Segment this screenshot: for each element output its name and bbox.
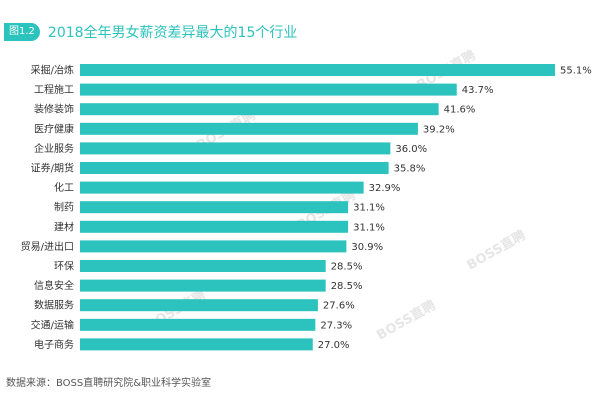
category-label: 制药 [54,201,74,214]
value-label: 31.1% [353,203,385,214]
bar [80,260,326,272]
chart-title: 2018全年男女薪资差异最大的15个行业 [47,25,298,41]
bar [80,220,349,233]
bar [80,103,439,116]
bar [80,338,313,351]
value-label: 39.2% [423,124,455,135]
watermark: BOSS直聘 [374,297,438,343]
bar-layer [80,64,555,351]
chart-header: 图1.2 2018全年男女薪资差异最大的15个行业 [4,22,297,42]
bar [80,181,364,194]
value-label: 27.3% [320,320,352,331]
value-label: 28.5% [331,281,363,292]
category-label: 数据服务 [34,299,74,312]
value-label: 27.0% [318,340,350,351]
value-label: 36.0% [395,144,427,155]
bar [80,299,318,312]
value-label: 41.6% [444,105,476,116]
category-label: 环保 [54,260,74,273]
value-label: 28.5% [331,262,363,273]
category-label-layer: 采掘/冶炼工程施工装修装饰医疗健康企业服务证券/期货化工制药建材贸易/进出口环保… [21,64,74,351]
bar [80,122,418,135]
category-label: 电子商务 [34,338,74,351]
watermark: BOSS直聘 [464,227,528,273]
bar [80,64,555,76]
value-label: 30.9% [351,242,383,253]
category-label: 证券/期货 [31,162,74,175]
category-label: 信息安全 [34,279,74,292]
category-label: 交通/运输 [31,318,74,331]
bar [80,142,391,155]
value-label: 55.1% [560,66,592,77]
category-label: 工程施工 [34,83,74,96]
value-label-layer: 55.1% 43.7% 41.6% 39.2% 36.0% 35.8% 32.9% 31.1%… [318,66,592,351]
bar [80,83,457,96]
bar [80,240,347,253]
category-label: 企业服务 [34,142,74,155]
value-label: 31.1% [353,222,385,233]
bar [80,162,389,174]
category-label: 贸易/进出口 [21,240,74,253]
category-label: 装修装饰 [34,103,74,116]
category-label: 医疗健康 [34,122,74,135]
category-label: 采掘/冶炼 [31,64,74,77]
figure-label: 图1.2 [4,23,40,41]
data-source-note: 数据来源：BOSS直聘研究院&职业科学实验室 [6,378,212,389]
value-label: 32.9% [369,183,401,194]
category-label: 建材 [54,220,74,233]
category-label: 化工 [54,181,74,194]
value-label: 43.7% [462,85,494,96]
value-label: 27.6% [323,301,355,312]
bar [80,318,316,331]
value-label: 35.8% [394,164,426,175]
bar [80,201,349,214]
bar [80,279,326,292]
